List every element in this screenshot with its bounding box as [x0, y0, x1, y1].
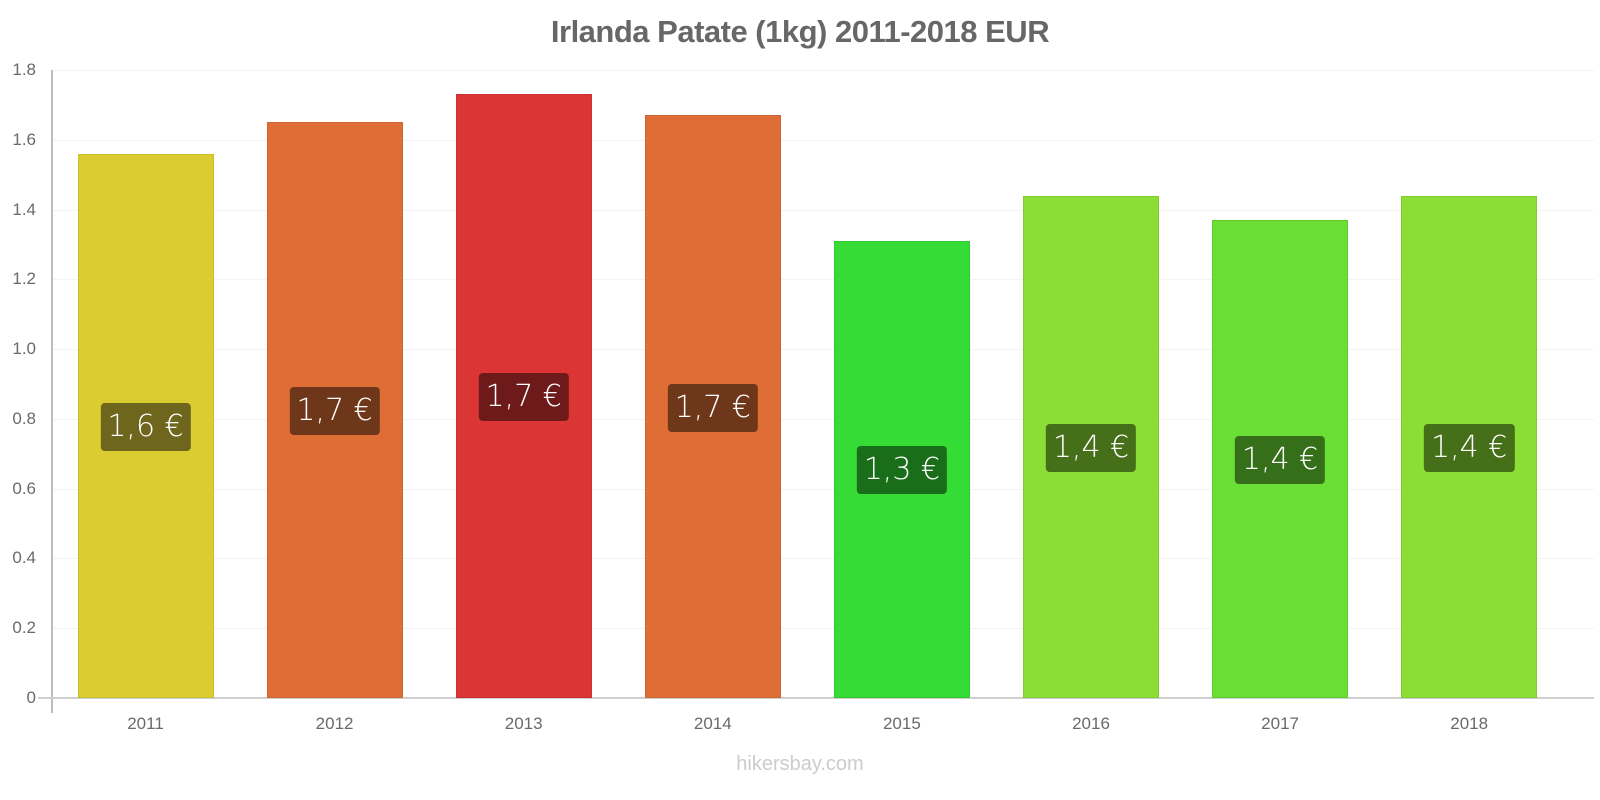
watermark: hikersbay.com: [736, 753, 864, 775]
value-label: 1,7 €: [289, 387, 380, 436]
y-tick-label: 1.6: [12, 129, 36, 149]
gridline: [51, 488, 1594, 490]
value-label: 1,3 €: [856, 446, 948, 495]
bar-2016: 1,4 €: [1023, 195, 1159, 698]
x-axis-line: [38, 697, 1594, 699]
y-tick-label: 1.0: [12, 339, 36, 359]
y-tick-label: 0.4: [12, 548, 36, 568]
gridline: [51, 279, 1594, 281]
x-tick-label: 2016: [1072, 714, 1110, 733]
gridline: [51, 70, 1594, 71]
chart-title: Irlanda Patate (1kg) 2011-2018 EUR: [550, 14, 1050, 49]
bar-2012: 1,7 €: [266, 122, 403, 698]
value-label: 1,7 €: [478, 373, 569, 422]
bar-2017: 1,4 €: [1212, 220, 1349, 698]
x-tick-label: 2018: [1450, 714, 1489, 733]
y-tick-label: 1.2: [12, 269, 36, 289]
x-tick-label: 2011: [127, 714, 164, 733]
bar-2013: 1,7 €: [455, 94, 592, 698]
value-label: 1,4 €: [1234, 436, 1326, 484]
value-label: 1,4 €: [1424, 423, 1515, 472]
value-label: 1,4 €: [1045, 423, 1137, 472]
bar-2014: 1,7 €: [644, 115, 781, 698]
plot-area: [51, 70, 1594, 698]
gridline: [51, 209, 1594, 211]
y-tick-label: 0: [26, 688, 36, 707]
x-tick-label: 2015: [882, 714, 921, 733]
x-tick-label: 2013: [504, 714, 543, 733]
gridline: [51, 349, 1594, 351]
gridline: [51, 418, 1594, 420]
y-tick-label: 0.2: [12, 618, 36, 638]
gridline: [51, 139, 1594, 141]
y-tick-label: 1.4: [12, 199, 36, 219]
x-tick-label: 2017: [1261, 714, 1299, 733]
gridline: [51, 628, 1594, 630]
gridline: [51, 558, 1594, 560]
bar-2018: 1,4 €: [1401, 195, 1538, 698]
x-tick-label: 2014: [693, 714, 732, 733]
value-label: 1,7 €: [667, 383, 758, 432]
bar-2011: 1,6 €: [77, 153, 214, 698]
value-label: 1,6 €: [100, 402, 191, 451]
y-tick-label: 0.8: [12, 408, 36, 428]
y-axis-line: [51, 70, 53, 713]
x-tick-label: 2012: [315, 714, 354, 733]
bar-2015: 1,3 €: [833, 240, 970, 698]
y-tick-label: 0.6: [12, 478, 36, 498]
y-tick-label: 1.8: [12, 60, 36, 79]
